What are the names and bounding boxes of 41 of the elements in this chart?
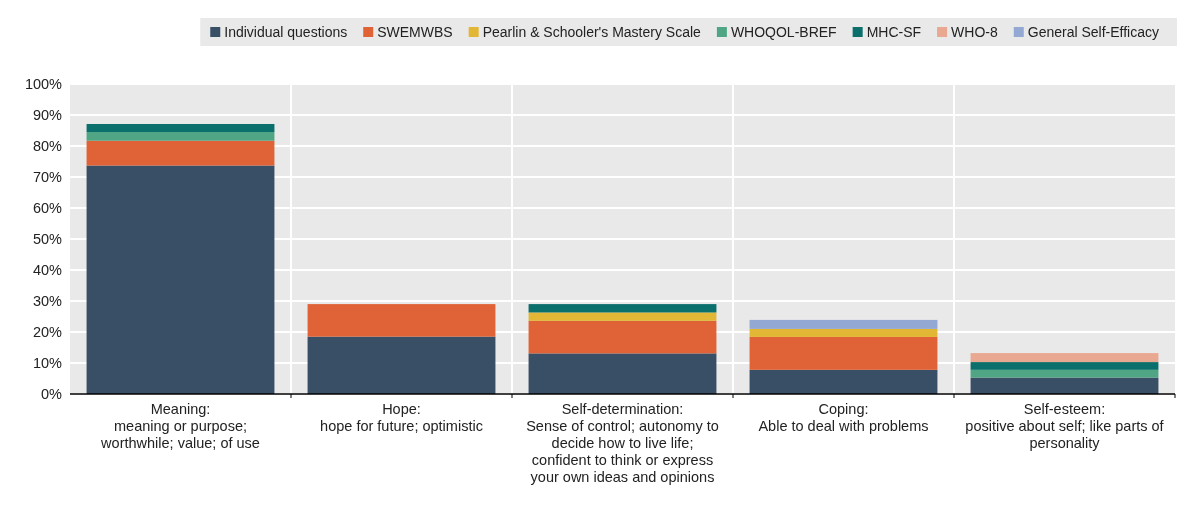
legend-label: WHOQOL-BREF bbox=[730, 24, 837, 40]
bar bbox=[86, 132, 275, 141]
legend-label: Individual questions bbox=[224, 24, 348, 40]
y-tick-label: 10% bbox=[32, 355, 63, 372]
legend-label: Pearlin & Schooler's Mastery Scale bbox=[482, 24, 702, 40]
bar bbox=[528, 304, 717, 313]
bar bbox=[86, 123, 275, 133]
y-tick-label: 80% bbox=[32, 138, 63, 155]
legend-label: General Self-Efficacy bbox=[1027, 24, 1160, 40]
bar bbox=[749, 369, 938, 394]
bar bbox=[307, 304, 496, 337]
bar bbox=[528, 320, 717, 354]
bar bbox=[749, 328, 938, 337]
bar bbox=[307, 336, 496, 394]
bar bbox=[970, 369, 1159, 378]
y-tick-label: 70% bbox=[32, 169, 63, 186]
bar bbox=[528, 312, 717, 321]
bar bbox=[86, 165, 275, 394]
y-tick-label: 100% bbox=[24, 76, 63, 93]
bar bbox=[970, 362, 1159, 370]
y-tick-label: 30% bbox=[32, 293, 63, 310]
y-tick-label: 40% bbox=[32, 262, 63, 279]
y-tick-label: 60% bbox=[32, 200, 63, 217]
y-tick-label: 90% bbox=[32, 107, 63, 124]
bar bbox=[749, 336, 938, 370]
bar bbox=[970, 353, 1159, 363]
bar bbox=[749, 319, 938, 329]
bar bbox=[970, 377, 1159, 394]
y-tick-label: 0% bbox=[41, 386, 63, 403]
bar bbox=[86, 140, 275, 166]
y-tick-label: 20% bbox=[32, 324, 63, 341]
x-tick-label: Coping: Able to deal with problems bbox=[758, 401, 929, 434]
y-tick-label: 50% bbox=[32, 231, 63, 248]
legend-label: SWEMWBS bbox=[377, 24, 453, 40]
bar bbox=[528, 353, 717, 394]
x-tick-label: Hope: hope for future; optimistic bbox=[320, 401, 483, 434]
legend-label: WHO-8 bbox=[951, 24, 998, 40]
x-tick-label: Self-esteem: positive about self; like parts of personality bbox=[965, 401, 1165, 451]
legend-label: MHC-SF bbox=[866, 24, 922, 40]
x-tick-label: Meaning: meaning or purpose; worthwhile; value; of use bbox=[100, 401, 260, 451]
x-tick-label: Self-determination: Sense of control; autonomy to decide how to live life; confident to think or express your own ideas and opinions bbox=[526, 401, 719, 485]
